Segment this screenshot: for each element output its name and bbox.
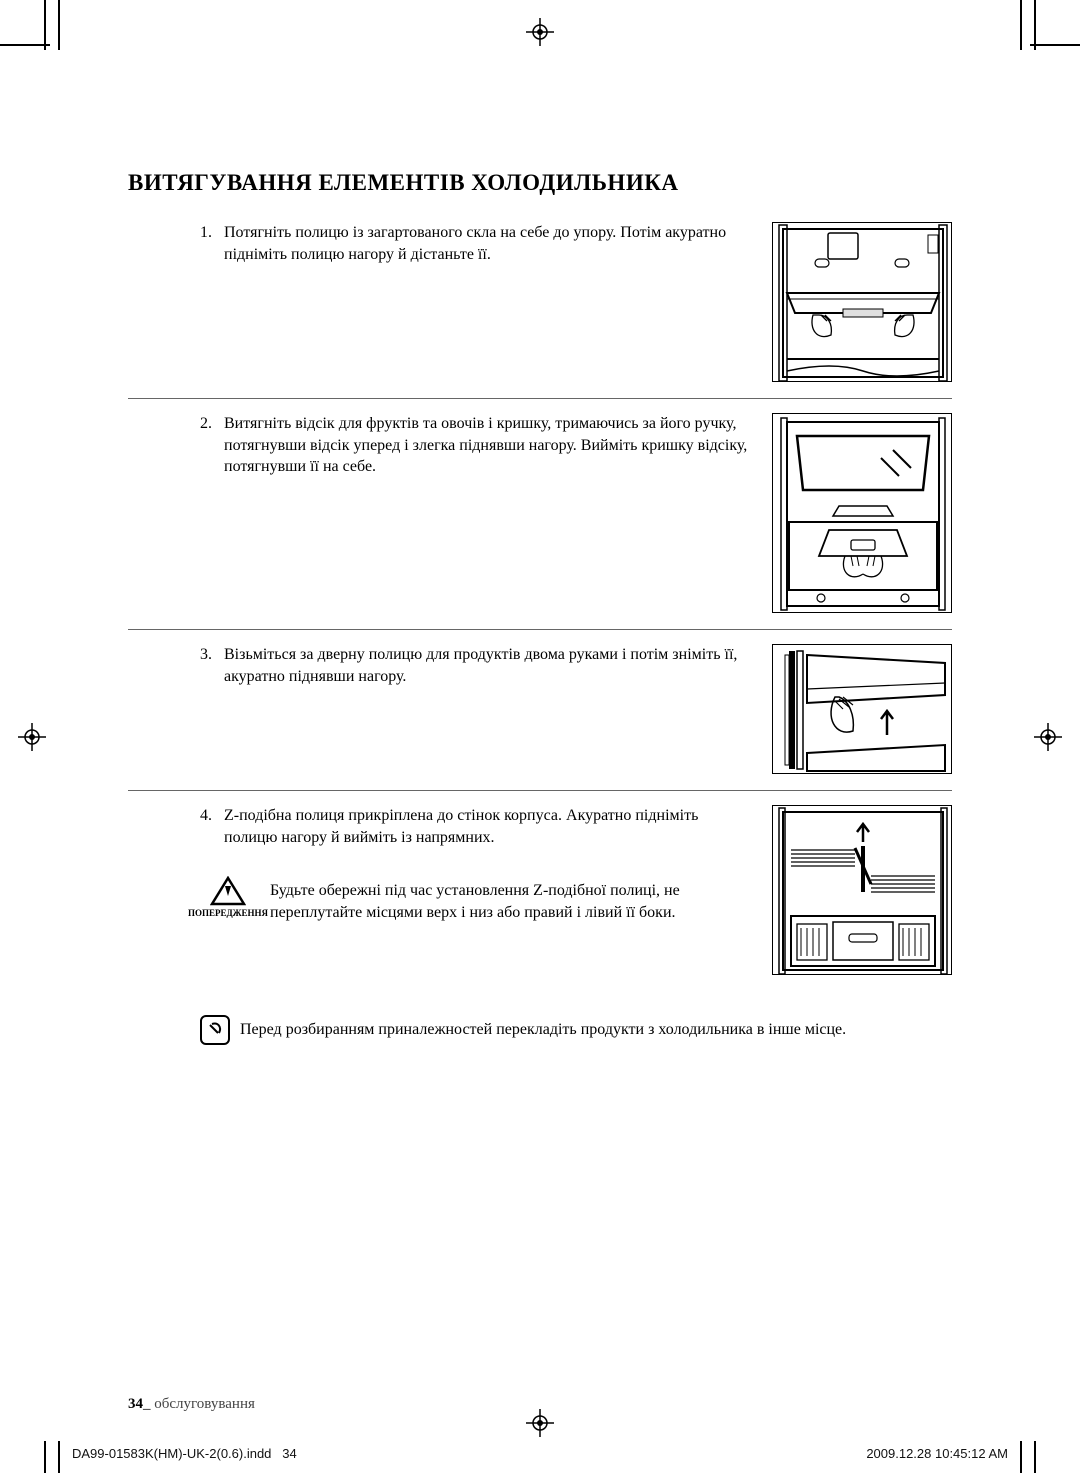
step-illustration-column — [772, 644, 952, 774]
step-body: Візьміться за дверну полицю для продукті… — [224, 644, 752, 687]
print-info-left: DA99-01583K(HM)-UK-2(0.6).indd 34 — [72, 1446, 297, 1461]
note-block: Перед розбиранням приналежностей перекла… — [128, 1015, 952, 1045]
step-text-column: 4. Z-подібна полиця прикріплена до стіно… — [128, 805, 752, 975]
door-shelf-removal-illustration — [772, 644, 952, 774]
print-info-right: 2009.12.28 10:45:12 AM — [866, 1446, 1008, 1461]
warning-icon-wrap: ПОПЕРЕДЖЕННЯ — [200, 876, 256, 918]
print-filename: DA99-01583K(HM)-UK-2(0.6).indd — [72, 1446, 271, 1461]
step-text: 1. Потягніть полицю із загартованого скл… — [200, 222, 752, 265]
warning-text: Будьте обережні під час установлення Z-п… — [270, 876, 752, 923]
note-icon — [200, 1015, 230, 1045]
page-content: ВИТЯГУВАННЯ ЕЛЕМЕНТІВ ХОЛОДИЛЬНИКА 1. По… — [0, 0, 1080, 1473]
step-row: 1. Потягніть полицю із загартованого скл… — [128, 208, 952, 399]
section-title: ВИТЯГУВАННЯ ЕЛЕМЕНТІВ ХОЛОДИЛЬНИКА — [128, 170, 952, 196]
step-text: 2. Витягніть відсік для фруктів та овочі… — [200, 413, 752, 478]
print-page: 34 — [282, 1446, 296, 1461]
step-body: Витягніть відсік для фруктів та овочів і… — [224, 413, 752, 478]
page-number-underscore: _ — [143, 1396, 154, 1412]
drawer-removal-illustration — [772, 413, 952, 613]
step-body: Потягніть полицю із загартованого скла н… — [224, 222, 752, 265]
shelf-removal-illustration — [772, 222, 952, 382]
z-shelf-removal-illustration — [772, 805, 952, 975]
page-footer: 34_ обслуговування — [128, 1396, 255, 1413]
step-illustration-column — [772, 413, 952, 613]
step-text: 4. Z-подібна полиця прикріплена до стіно… — [200, 805, 752, 848]
step-text-column: 1. Потягніть полицю із загартованого скл… — [128, 222, 752, 382]
warning-block: ПОПЕРЕДЖЕННЯ Будьте обережні під час уст… — [200, 876, 752, 923]
step-number: 1. — [200, 222, 224, 265]
step-number: 3. — [200, 644, 224, 687]
step-text-column: 2. Витягніть відсік для фруктів та овочі… — [128, 413, 752, 613]
warning-label: ПОПЕРЕДЖЕННЯ — [188, 908, 268, 918]
step-number: 4. — [200, 805, 224, 848]
step-row: 4. Z-подібна полиця прикріплена до стіно… — [128, 791, 952, 991]
warning-triangle-icon — [210, 876, 246, 906]
step-illustration-column — [772, 222, 952, 382]
step-text-column: 3. Візьміться за дверну полицю для проду… — [128, 644, 752, 774]
note-text: Перед розбиранням приналежностей перекла… — [240, 1021, 846, 1039]
step-row: 2. Витягніть відсік для фруктів та овочі… — [128, 399, 952, 630]
step-text: 3. Візьміться за дверну полицю для проду… — [200, 644, 752, 687]
footer-section-label: обслуговування — [154, 1396, 255, 1412]
step-body: Z-подібна полиця прикріплена до стінок к… — [224, 805, 752, 848]
step-row: 3. Візьміться за дверну полицю для проду… — [128, 630, 952, 791]
page-number: 34 — [128, 1396, 143, 1412]
step-illustration-column — [772, 805, 952, 975]
step-number: 2. — [200, 413, 224, 478]
